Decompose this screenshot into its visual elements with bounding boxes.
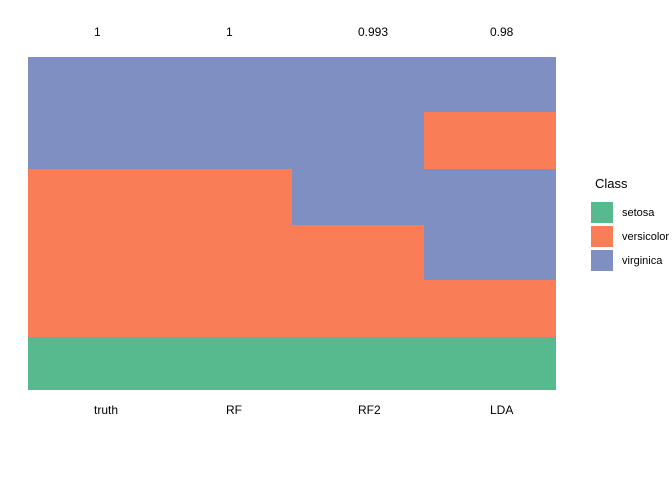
column-RF [160, 57, 292, 390]
accuracy-label-RF: 1 [226, 25, 233, 39]
x-axis-label-RF: RF [226, 403, 242, 417]
tile-truth-versicolor [28, 169, 160, 337]
legend-label-versicolor: versicolor [622, 231, 670, 243]
legend-item-virginica: virginica [591, 250, 672, 271]
legend-item-versicolor: versicolor [591, 226, 672, 247]
x-axis-label-RF2: RF2 [358, 403, 381, 417]
tile-LDA-setosa [424, 337, 556, 390]
column-LDA [424, 57, 556, 390]
tile-LDA-versicolor [424, 112, 556, 169]
tile-RF-virginica [160, 57, 292, 169]
tile-truth-virginica [28, 57, 160, 169]
tile-LDA-versicolor [424, 280, 556, 337]
x-axis-label-LDA: LDA [490, 403, 514, 417]
accuracy-label-RF2: 0.993 [358, 25, 389, 39]
x-axis-label-truth: truth [94, 403, 119, 417]
legend-title: Class [595, 176, 628, 191]
column-truth [28, 57, 160, 390]
tile-RF2-virginica [292, 57, 424, 225]
legend-swatch-setosa [591, 202, 613, 223]
tile-RF2-versicolor [292, 225, 424, 337]
legend-item-setosa: setosa [591, 202, 672, 223]
tile-RF-versicolor [160, 169, 292, 337]
legend-label-setosa: setosa [622, 207, 655, 219]
legend-swatch-virginica [591, 250, 613, 271]
legend-label-virginica: virginica [622, 255, 663, 267]
tile-RF2-setosa [292, 337, 424, 390]
column-RF2 [292, 57, 424, 390]
legend-swatch-versicolor [591, 226, 613, 247]
accuracy-label-truth: 1 [94, 25, 101, 39]
tile-LDA-virginica [424, 169, 556, 280]
accuracy-label-LDA: 0.98 [490, 25, 514, 39]
tile-RF-setosa [160, 337, 292, 390]
tile-truth-setosa [28, 337, 160, 390]
tile-LDA-virginica [424, 57, 556, 112]
